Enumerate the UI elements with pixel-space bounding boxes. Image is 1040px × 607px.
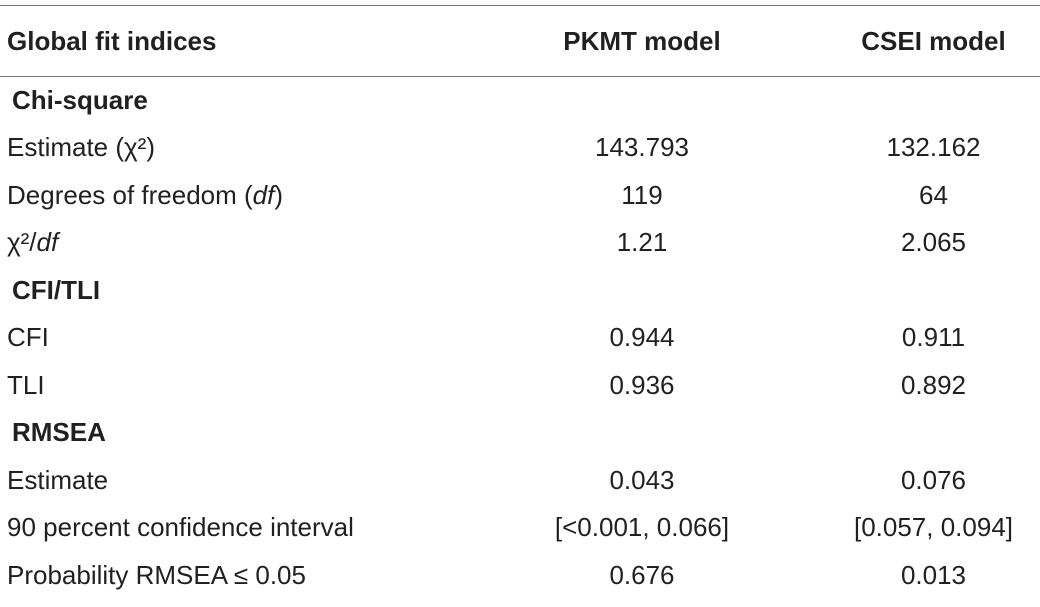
label-part: Degrees of freedom ( xyxy=(7,179,253,210)
row-label: Estimate xyxy=(7,464,109,495)
section-row: Chi-square xyxy=(0,77,1040,125)
row: TLI 0.936 0.892 xyxy=(0,362,1040,410)
row-label: Probability RMSEA ≤ 0.05 xyxy=(7,559,306,590)
row: 90 percent confidence interval [<0.001, … xyxy=(0,504,1040,552)
row-label: TLI xyxy=(7,369,45,400)
cell: 0.043 xyxy=(609,464,675,495)
cell: 132.162 xyxy=(886,132,981,163)
header-cell: Global fit indices xyxy=(7,25,217,56)
row-label: χ²/df xyxy=(0,219,427,267)
header-cell: CSEI model xyxy=(861,25,1006,56)
cell: 0.944 xyxy=(609,322,675,353)
cell: 0.013 xyxy=(900,559,967,590)
section-row: CFI/TLI xyxy=(0,267,1040,315)
cell: 0.911 xyxy=(901,322,966,353)
header-cell: PKMT model xyxy=(563,25,721,56)
section-title: RMSEA xyxy=(12,417,106,448)
row-label: Estimate (χ²) xyxy=(7,132,155,163)
header-row: Global fit indices PKMT model CSEI model xyxy=(0,5,1040,77)
row-label: 90 percent confidence interval xyxy=(7,512,354,543)
cell: [0.057, 0.094] xyxy=(853,512,1014,543)
label-italic: df xyxy=(252,179,275,210)
cell: 2.065 xyxy=(900,227,967,258)
row-label: CFI xyxy=(7,322,49,353)
row: Estimate 0.043 0.076 xyxy=(0,457,1040,505)
cell: 0.676 xyxy=(609,559,675,590)
row: CFI 0.944 0.911 xyxy=(0,314,1040,362)
cell: 1.21 xyxy=(616,227,668,258)
fit-table: Global fit indices PKMT model CSEI model… xyxy=(0,5,1040,599)
cell: [<0.001, 0.066] xyxy=(554,512,730,543)
row: Degrees of freedom (df) 119 64 xyxy=(0,172,1040,220)
cell: 143.793 xyxy=(595,132,689,163)
cell: 0.892 xyxy=(900,369,967,400)
section-title: CFI/TLI xyxy=(12,274,101,305)
section-title: Chi-square xyxy=(12,85,148,115)
row: Probability RMSEA ≤ 0.05 0.676 0.013 xyxy=(0,552,1040,600)
label-italic: df xyxy=(36,227,59,258)
label-part: χ²/ xyxy=(7,227,37,258)
row: χ²/df 1.21 2.065 xyxy=(0,219,1040,267)
cell: 119 xyxy=(621,179,663,210)
cell: 0.076 xyxy=(900,464,967,495)
section-row: RMSEA xyxy=(0,409,1040,457)
row: Estimate (χ²) 143.793 132.162 xyxy=(0,124,1040,172)
cell: 0.936 xyxy=(609,369,675,400)
label-part: ) xyxy=(274,179,284,210)
cell: 64 xyxy=(919,179,948,210)
table-header: Global fit indices PKMT model CSEI model xyxy=(0,5,1040,77)
table-body: Chi-square Estimate (χ²) 143.793 132.162… xyxy=(0,77,1040,600)
row-label: Degrees of freedom (df) xyxy=(0,172,427,220)
